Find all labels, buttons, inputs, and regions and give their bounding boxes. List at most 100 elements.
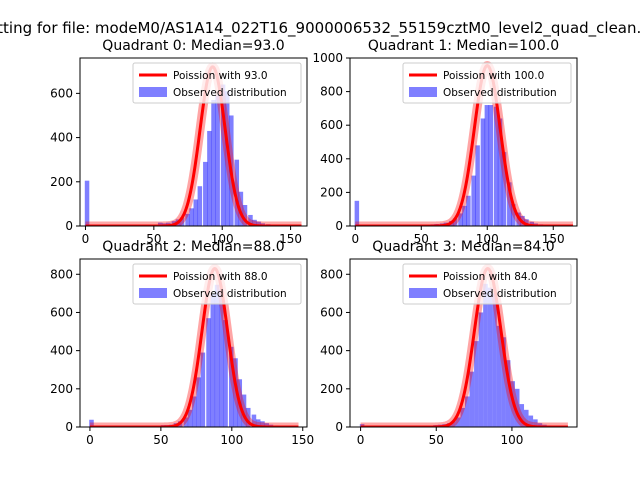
- histogram-bar: [524, 409, 529, 427]
- x-tick-label: 150: [279, 232, 302, 246]
- y-tick-label: 0: [335, 420, 343, 434]
- legend-bar-label: Observed distribution: [173, 288, 287, 300]
- histogram-bar: [233, 358, 238, 427]
- x-tick-label: 50: [429, 433, 444, 447]
- histogram-bar: [189, 208, 194, 226]
- x-tick-label: 50: [414, 232, 429, 246]
- histogram-bar: [474, 341, 479, 427]
- axes-frame: [349, 57, 578, 227]
- legend-line-label: Poission with 93.0: [173, 70, 268, 82]
- histogram-bar: [528, 415, 534, 427]
- histogram-bar: [465, 396, 470, 427]
- histogram-bar: [480, 118, 486, 226]
- histogram-bar: [211, 100, 216, 226]
- histogram-bar: [196, 377, 201, 427]
- subplot-title: Quadrant 3: Median=84.0: [372, 239, 554, 255]
- histogram-bar: [471, 175, 476, 226]
- histogram-bar: [497, 118, 503, 226]
- histogram-bar: [488, 105, 494, 226]
- x-tick-label: 0: [86, 433, 94, 447]
- histogram-bar: [224, 91, 230, 226]
- histogram-bar: [496, 325, 502, 427]
- histogram-bar: [256, 221, 261, 226]
- histogram-bar: [452, 218, 458, 226]
- legend-bar-swatch: [139, 87, 167, 97]
- histogram-bar: [242, 205, 248, 226]
- histogram-bar: [524, 219, 529, 226]
- x-tick-label: 50: [153, 433, 168, 447]
- histogram-bar: [84, 180, 90, 226]
- subplot-quadrant-1: 0 50 100 150 0 200 400 600 800 1000 Quadrant 1: Me…: [312, 38, 578, 246]
- subplot-title: Quadrant 1: Median=100.0: [368, 38, 559, 54]
- legend-line-label: Poission with 100.0: [443, 70, 544, 82]
- histogram-bar: [248, 214, 253, 226]
- histogram-bar: [501, 152, 507, 226]
- histogram-bar: [507, 182, 512, 226]
- y-tick-label: 0: [65, 219, 73, 233]
- histogram-bar: [478, 312, 484, 427]
- histogram-bar: [493, 106, 499, 226]
- histogram-bar: [519, 404, 525, 427]
- histogram-bar: [179, 217, 185, 226]
- histogram-bar: [192, 396, 197, 427]
- y-tick-label: 200: [50, 382, 73, 396]
- histogram-bar: [241, 394, 247, 427]
- legend-bar-label: Observed distribution: [443, 87, 557, 99]
- histogram-bar: [187, 409, 193, 427]
- subplot-quadrant-0: 0 50 100 150 0 200 400 600 Quadrant 0: Median=93…: [50, 38, 308, 246]
- histogram-bar: [505, 360, 511, 427]
- legend-box: [402, 62, 572, 104]
- histogram-bar: [207, 130, 212, 226]
- legend-box: [132, 62, 302, 104]
- histogram-bar: [260, 421, 265, 427]
- histogram-bar: [462, 205, 467, 226]
- y-tick-label: 200: [320, 185, 343, 199]
- legend-line-label: Poission with 88.0: [173, 271, 268, 283]
- subplot-title: Quadrant 0: Median=93.0: [102, 38, 284, 54]
- legend: Poission with 88.0 Observed distribution: [132, 263, 302, 305]
- legend-bar-swatch: [409, 87, 437, 97]
- histogram-bar: [193, 199, 199, 226]
- histogram-bar: [460, 407, 466, 427]
- y-tick-label: 600: [320, 118, 343, 132]
- histogram-bar: [469, 371, 475, 427]
- legend-bar-swatch: [409, 288, 437, 298]
- y-tick-label: 800: [320, 85, 343, 99]
- x-tick-label: 150: [542, 232, 565, 246]
- x-tick-label: 50: [146, 232, 161, 246]
- y-tick-label: 0: [65, 420, 73, 434]
- axes-frame: [349, 258, 578, 428]
- histogram-bar: [228, 346, 234, 427]
- histogram-bar: [185, 213, 190, 226]
- x-tick-label: 100: [476, 232, 499, 246]
- histogram-bar: [89, 419, 94, 427]
- histogram-bar: [203, 161, 208, 226]
- histogram-bar: [484, 105, 490, 226]
- y-tick-label: 0: [335, 219, 343, 233]
- x-tick-label: 0: [351, 232, 359, 246]
- subplot-quadrant-3: 0 50 100 0 200 400 600 800 Quadrant 3: Median=84…: [320, 239, 578, 447]
- x-tick-label: 150: [291, 433, 314, 447]
- histogram-bar: [487, 287, 493, 427]
- histogram-bar: [238, 191, 244, 226]
- histogram-bar: [245, 407, 251, 427]
- legend-line-label: Poission with 84.0: [443, 271, 538, 283]
- legend: Poission with 84.0 Observed distribution: [402, 263, 572, 305]
- legend-box: [402, 263, 572, 305]
- x-tick-label: 100: [500, 433, 523, 447]
- histogram-bar: [251, 414, 257, 427]
- y-tick-label: 600: [320, 305, 343, 319]
- histogram-bar: [215, 95, 220, 226]
- legend: Poission with 93.0 Observed distribution: [132, 62, 302, 104]
- figure-suptitle: Plotting for file: modeM0/AS1A14_022T16_…: [0, 19, 640, 38]
- y-tick-label: 400: [320, 344, 343, 358]
- y-tick-label: 200: [50, 175, 73, 189]
- y-tick-label: 600: [50, 86, 73, 100]
- y-tick-label: 400: [50, 131, 73, 145]
- histogram-bar: [511, 204, 516, 226]
- axes-frame: [79, 57, 308, 227]
- histogram-bar: [537, 423, 543, 427]
- histogram-bar: [210, 293, 216, 427]
- x-tick-label: 100: [220, 433, 243, 447]
- x-tick-label: 100: [211, 232, 234, 246]
